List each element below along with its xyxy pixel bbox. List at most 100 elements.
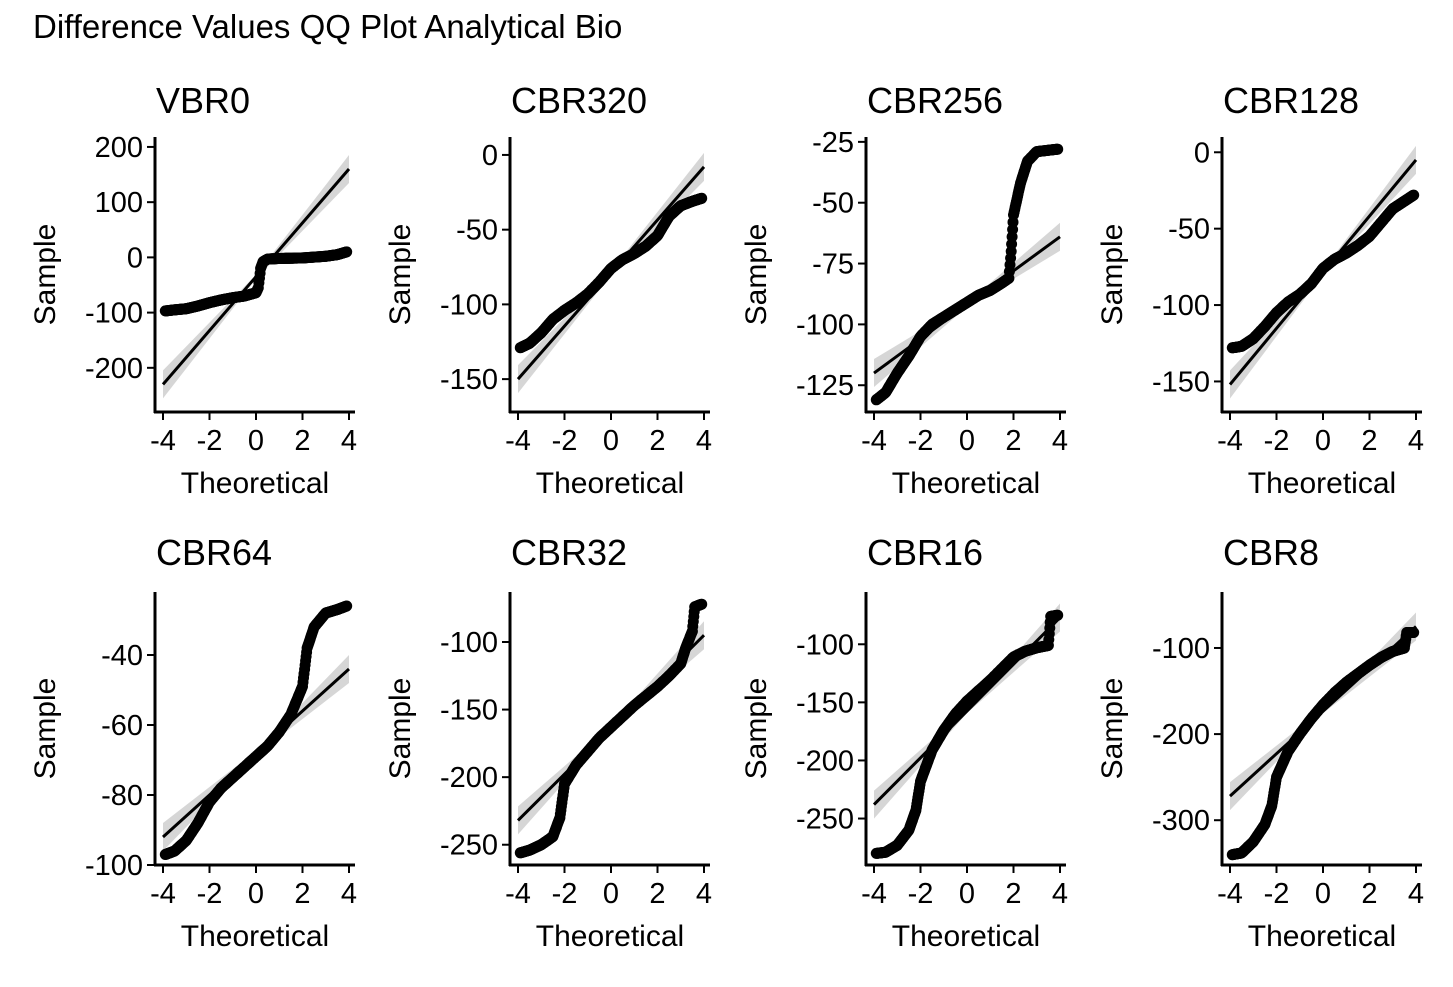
y-tick-label: -100: [1152, 290, 1210, 322]
y-tick-label: 0: [127, 242, 143, 274]
x-tick-label: 4: [1052, 425, 1068, 457]
x-tick-label: 2: [294, 425, 310, 457]
y-tick-label: -50: [812, 188, 854, 220]
y-tick-label: 0: [1194, 137, 1210, 169]
x-tick-label: -2: [197, 878, 223, 910]
x-tick-label: -4: [1217, 878, 1243, 910]
x-tick-label: 2: [1005, 878, 1021, 910]
y-tick-label: 100: [95, 187, 143, 219]
x-tick-label: 0: [603, 425, 619, 457]
x-tick-label: -4: [861, 878, 887, 910]
y-tick-label: -40: [101, 640, 143, 672]
sample-point: [696, 192, 708, 204]
y-axis-title: Sample: [29, 678, 62, 780]
x-tick-label: 2: [649, 878, 665, 910]
panel-title: VBR0: [156, 80, 250, 121]
x-tick-label: -4: [150, 425, 176, 457]
y-axis-title: Sample: [1096, 678, 1129, 780]
x-tick-label: -4: [1217, 425, 1243, 457]
y-tick-label: -75: [812, 249, 854, 281]
y-axis-title: Sample: [384, 224, 417, 326]
qq-panel-1: CBR320-150-100-500-4 -2 0 2 4TheoreticalSamp…: [384, 80, 712, 500]
y-tick-label: -100: [85, 850, 143, 882]
panel-title: CBR8: [1223, 532, 1319, 573]
x-tick-label: -2: [1264, 425, 1290, 457]
sample-point: [1052, 143, 1064, 155]
x-tick-label: 4: [1408, 425, 1424, 457]
x-axis-title: Theoretical: [181, 920, 329, 953]
y-tick-label: -200: [440, 762, 498, 794]
x-tick-label: 4: [1052, 878, 1068, 910]
sample-point: [341, 600, 353, 612]
x-tick-label: -4: [861, 425, 887, 457]
sample-point: [1052, 609, 1064, 621]
y-tick-label: -80: [101, 780, 143, 812]
x-tick-label: 0: [959, 425, 975, 457]
y-tick-label: -100: [796, 629, 854, 661]
x-tick-label: 4: [341, 878, 357, 910]
x-tick-label: -2: [552, 878, 578, 910]
y-tick-label: -150: [440, 364, 498, 396]
x-tick-label: 4: [696, 425, 712, 457]
y-tick-label: -100: [440, 289, 498, 321]
x-tick-label: -2: [908, 878, 934, 910]
x-tick-label: 2: [1361, 425, 1377, 457]
sample-point: [696, 598, 708, 610]
x-axis-title: Theoretical: [892, 920, 1040, 953]
y-tick-label: -100: [796, 309, 854, 341]
y-tick-label: -150: [1152, 366, 1210, 398]
y-axis-title: Sample: [384, 678, 417, 780]
x-tick-label: 2: [1005, 425, 1021, 457]
panel-title: CBR32: [511, 532, 627, 573]
sample-point: [1408, 627, 1420, 638]
x-tick-label: 0: [1315, 425, 1331, 457]
x-tick-label: 2: [1361, 878, 1377, 910]
qq-panel-7: CBR8 -300 -200 -100 -4 -2 0 2 4 Theoretical Sample: [1096, 532, 1424, 953]
x-axis-title: Theoretical: [1248, 467, 1396, 500]
y-axis-title: Sample: [740, 224, 773, 326]
x-tick-label: 2: [294, 878, 310, 910]
y-tick-label: -150: [440, 695, 498, 727]
x-tick-label: -4: [150, 878, 176, 910]
x-tick-label: 0: [959, 878, 975, 910]
qq-panel-6: CBR16 -250 -200 -150 -100 -4 -2 0 2 4 Theoretical S…: [740, 532, 1068, 953]
x-axis-title: Theoretical: [536, 920, 684, 953]
y-axis-title: Sample: [740, 678, 773, 780]
panel-title: CBR16: [867, 532, 983, 573]
x-tick-label: -2: [197, 425, 223, 457]
y-axis-title: Sample: [1096, 224, 1129, 326]
qq-panel-2: CBR256 -125 -100 -75 -50 -25 -4 -2 0 2 4 Theoretica…: [740, 80, 1068, 500]
panel-title: CBR320: [511, 80, 647, 121]
x-axis-title: Theoretical: [536, 467, 684, 500]
x-tick-label: 0: [603, 878, 619, 910]
y-tick-label: -100: [440, 627, 498, 659]
x-tick-label: -2: [1264, 878, 1290, 910]
x-tick-label: 0: [1315, 878, 1331, 910]
y-tick-label: -100: [85, 298, 143, 330]
y-tick-label: -60: [101, 710, 143, 742]
qq-panel-5: CBR32 -250 -200 -150 -100 -4 -2 0 2 4 Theoretical S…: [384, 532, 712, 953]
x-tick-label: -2: [908, 425, 934, 457]
qq-panel-4: CBR64 -100 -80 -60 -40 -4 -2 0 2 4 Theoretical Samp…: [29, 532, 357, 953]
sample-point: [341, 246, 353, 258]
y-tick-label: -250: [796, 804, 854, 836]
x-tick-label: 4: [341, 425, 357, 457]
y-axis-title: Sample: [29, 224, 62, 326]
y-tick-label: -250: [440, 830, 498, 862]
y-tick-label: -200: [85, 353, 143, 385]
x-tick-label: -4: [505, 425, 531, 457]
y-tick-label: -25: [812, 127, 854, 159]
x-axis-title: Theoretical: [181, 467, 329, 500]
sample-point: [1408, 189, 1420, 201]
qq-panel-3: CBR128-150-100-500-4 -2 0 2 4TheoreticalSamp…: [1096, 80, 1424, 500]
y-tick-label: 0: [482, 140, 498, 172]
y-tick-label: 200: [95, 132, 143, 164]
x-tick-label: 0: [248, 425, 264, 457]
x-axis-title: Theoretical: [892, 467, 1040, 500]
x-axis-title: Theoretical: [1248, 920, 1396, 953]
y-tick-label: -125: [796, 370, 854, 402]
y-tick-label: -50: [1168, 214, 1210, 246]
x-tick-label: -2: [552, 425, 578, 457]
figure-title: Difference Values QQ Plot Analytical Bio: [33, 8, 623, 45]
